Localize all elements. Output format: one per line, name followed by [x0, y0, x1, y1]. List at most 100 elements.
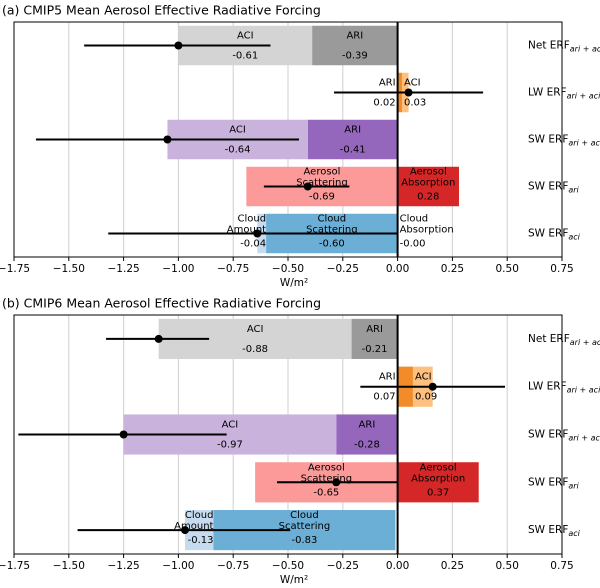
x-tick-label: 0.75 [550, 263, 573, 275]
row-label: SW ERFaci [528, 524, 581, 538]
row-label: SW ERFari [528, 476, 580, 490]
bar-segment [397, 462, 479, 503]
segment-label-line: ACI [237, 31, 254, 42]
value-label: -0.64 [225, 145, 251, 156]
segment-label-line: Cloud [318, 214, 347, 225]
segment-label-line: ACI [222, 420, 239, 431]
value-label: -0.28 [354, 440, 380, 451]
segment-label-line: ARI [379, 372, 396, 383]
bar-segment [336, 414, 398, 455]
segment-label-line: Aerosol [410, 167, 447, 178]
row-label-main: SW ERF [528, 476, 568, 488]
x-tick-label: −0.50 [272, 560, 304, 572]
value-label: 0.09 [415, 392, 437, 403]
panel-title: (a) CMIP5 Mean Aerosol Effective Radiati… [2, 3, 321, 18]
x-tick-label: 0.00 [386, 560, 409, 572]
segment-label: ACI [415, 372, 432, 383]
value-label: -0.88 [242, 344, 268, 355]
segment-label-line: Amount [227, 225, 266, 236]
segment-label-line: Scattering [279, 521, 331, 532]
value-label: -0.00 [400, 239, 426, 250]
segment-label-line: Absorption [411, 473, 465, 484]
row-label: LW ERFari + aci [528, 87, 600, 101]
row-label: SW ERFari + aci [528, 134, 600, 148]
segment-label: Aerosol Scattering [296, 167, 348, 189]
value-label: -0.04 [240, 239, 266, 250]
x-tick-label: −0.25 [327, 560, 359, 572]
value-label: 0.07 [373, 392, 395, 403]
panel-title: (b) CMIP6 Mean Aerosol Effective Radiati… [2, 296, 321, 311]
row-label: Net ERFari + aci [528, 40, 600, 54]
segment-label: ARI [344, 125, 361, 136]
row-label: SW ERFaci [528, 228, 581, 242]
mean-dot [428, 382, 437, 391]
segment-label-line: ARI [359, 420, 376, 431]
segment-label-line: ACI [247, 324, 264, 335]
value-label: 0.03 [404, 98, 426, 109]
segment-label-line: Aerosol [304, 167, 341, 178]
value-label: -0.83 [292, 535, 318, 546]
segment-label: Aerosol Absorption [411, 462, 465, 484]
plot-frame [13, 314, 563, 555]
segment-label-line: Cloud [400, 214, 429, 225]
segment-label-line: ARI [366, 324, 383, 335]
x-tick-label: 0.00 [386, 263, 409, 275]
row-label-sub: aci [568, 529, 580, 538]
segment-label-line: Absorption [400, 225, 454, 236]
mean-dot [253, 229, 262, 238]
segment-label: ACI [237, 31, 254, 42]
bar-segment [397, 166, 459, 207]
segment-label-line: Aerosol [308, 462, 345, 473]
segment-label-line: Cloud [290, 510, 319, 521]
value-label: -0.39 [342, 51, 368, 62]
x-tick-label: 0.50 [496, 560, 519, 572]
segment-label-line: Aerosol [420, 462, 457, 473]
segment-label: ARI [379, 78, 396, 89]
x-tick-label: −0.50 [272, 263, 304, 275]
segment-label: ARI [366, 324, 383, 335]
row-label-main: SW ERF [528, 181, 568, 193]
mean-dot [174, 41, 183, 50]
segment-label-line: ACI [415, 372, 432, 383]
row-label-sub: ari [568, 185, 579, 194]
segment-label: ARI [379, 372, 396, 383]
bar-segment [312, 25, 398, 66]
value-label: -0.41 [340, 145, 366, 156]
value-label: -0.69 [309, 192, 335, 203]
segment-label: ACI [229, 125, 246, 136]
row-label-main: LW ERF [528, 87, 567, 99]
mean-dot [119, 430, 128, 439]
x-tick-label: 0.75 [550, 560, 573, 572]
row-label-sub: ari + aci [567, 91, 600, 100]
row-label: LW ERFari + aci [528, 381, 600, 395]
x-tick-label: −1.00 [162, 263, 194, 275]
value-label: 0.28 [417, 192, 439, 203]
row-label-main: SW ERF [528, 524, 568, 536]
value-label: -0.97 [217, 440, 243, 451]
segment-label: Cloud Amount [227, 214, 266, 236]
row-label-main: SW ERF [528, 134, 568, 146]
x-tick-label: −0.75 [217, 560, 249, 572]
segment-label: Cloud Scattering [279, 510, 331, 532]
segment-label-line: Scattering [306, 225, 358, 236]
row-label-main: Net ERF [528, 333, 570, 345]
segment-label: Aerosol Absorption [401, 167, 455, 189]
row-label-sub: ari + aci [568, 433, 600, 442]
segment-label: Cloud Amount [174, 510, 213, 532]
value-label: -0.61 [232, 51, 258, 62]
row-label-sub: ari + aci [568, 138, 600, 147]
mean-dot [154, 334, 163, 343]
segment-label-line: Scattering [301, 473, 353, 484]
segment-label: ARI [359, 420, 376, 431]
row-label-sub: ari + aci [570, 337, 600, 346]
segment-label: ACI [247, 324, 264, 335]
row-label: Net ERFari + aci [528, 333, 600, 347]
row-label-main: LW ERF [528, 381, 567, 393]
row-label-sub: ari + aci [570, 44, 600, 53]
row-label: SW ERFari + aci [528, 429, 600, 443]
value-label: -0.65 [313, 487, 339, 498]
plot-frame [13, 21, 563, 258]
segment-label-line: Absorption [401, 178, 455, 189]
bar-segment [351, 318, 398, 359]
